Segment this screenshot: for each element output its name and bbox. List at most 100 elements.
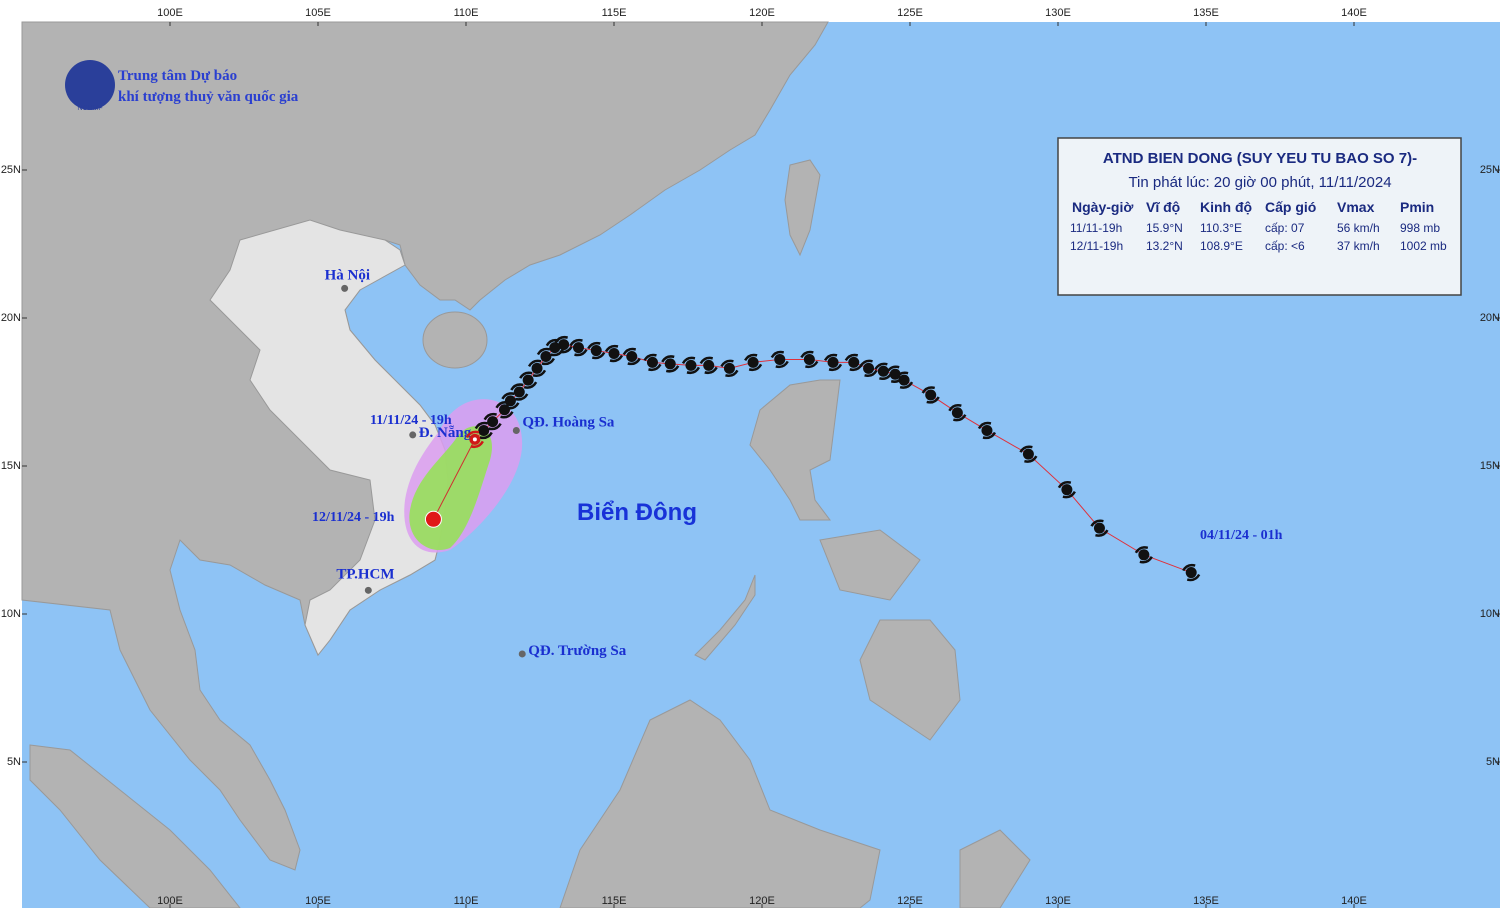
storm-core — [827, 356, 839, 368]
storm-core — [703, 359, 715, 371]
storm-marker — [465, 430, 484, 449]
storm-marker — [681, 356, 701, 375]
storm-arm — [536, 347, 556, 366]
storm-marker — [483, 412, 502, 431]
lon-label: 120E — [749, 895, 775, 907]
storm-arm — [495, 401, 514, 419]
info-table: Ngày-giờ Vĩ độ Kinh độ Cấp gió Vmax Pmin 11/11… — [1070, 199, 1447, 253]
storm-marker — [874, 362, 893, 380]
storm-marker — [519, 371, 538, 389]
vietnam — [209, 219, 449, 656]
storm-arm — [519, 371, 538, 389]
storm-arm — [622, 347, 641, 366]
sulawesi — [959, 829, 1031, 908]
storm-marker — [510, 383, 529, 401]
axes: 100E 100E 105E 105E 110E 110E 115E 115E 120E 120E… — [1, 7, 1500, 908]
storm-core — [1093, 522, 1105, 534]
lon-label: 115E — [602, 895, 627, 907]
lon-label: 120E — [749, 7, 775, 19]
storm-arm — [1134, 546, 1153, 564]
storm-marker — [744, 353, 763, 372]
column-header: Vĩ độ — [1146, 199, 1180, 215]
storm-arm — [1019, 445, 1038, 463]
lon-label: 125E — [897, 7, 923, 19]
storm-marker — [886, 365, 905, 383]
storm-arm — [874, 362, 893, 380]
storm-core — [608, 348, 620, 360]
place-name: QĐ. Trường Sa — [528, 643, 627, 659]
storm-marker — [844, 353, 863, 372]
storm-arm — [744, 353, 763, 372]
storm-core — [626, 350, 638, 362]
table-cell: 15.9°N — [1146, 221, 1183, 235]
column-header: Cấp gió — [1265, 199, 1316, 215]
storm-arm — [545, 338, 564, 357]
table-cell: 1002 mb — [1400, 239, 1447, 253]
storm-core — [925, 389, 937, 401]
storm-core — [863, 362, 875, 374]
storm-core — [1061, 484, 1073, 496]
storm-marker — [921, 386, 940, 404]
storm-arm — [823, 353, 843, 372]
lon-label: 110E — [454, 7, 479, 19]
logo-text: NCHMF — [77, 105, 102, 112]
start-time: 04/11/24 - 01h — [1200, 528, 1283, 543]
storm-marker — [720, 359, 739, 378]
table-cell: 13.2°N — [1146, 239, 1183, 253]
place-dot — [518, 650, 526, 658]
storm-core — [590, 345, 602, 357]
storm-core — [747, 356, 759, 368]
borneo — [559, 699, 881, 908]
forecast-time: 12/11/24 - 19h — [312, 510, 395, 525]
storm-core — [478, 424, 490, 436]
storm-arm — [681, 356, 701, 375]
lat-label: 15N — [1, 460, 21, 472]
storm-arm — [527, 359, 547, 378]
column-header: Pmin — [1400, 199, 1434, 215]
storm-core — [498, 404, 510, 416]
storm-core — [558, 339, 570, 351]
storm-arm — [977, 421, 997, 440]
storm-arm — [1182, 563, 1201, 582]
storm-core — [1022, 448, 1034, 460]
place-name: Hà Nội — [325, 267, 370, 283]
storm-marker — [604, 344, 624, 363]
low-marker — [424, 510, 442, 528]
storm-marker — [1090, 519, 1109, 537]
overlay: NCHMF Trung tâm Dự báo khí tượng thuỷ vă… — [65, 60, 1283, 659]
lon-label: 130E — [1045, 7, 1071, 19]
lat-label: 5N — [7, 756, 21, 768]
storm-marker — [527, 359, 547, 378]
storm-arm — [948, 404, 967, 422]
storm-core — [889, 368, 901, 380]
storm-core — [540, 350, 552, 362]
info-panel — [1057, 137, 1462, 296]
storm-arm — [921, 386, 940, 404]
lon-label: 100E — [157, 895, 183, 907]
table-cell: 11/11-19h — [1070, 221, 1122, 235]
storm-marker — [622, 347, 641, 366]
lon-label: 135E — [1193, 895, 1219, 907]
place-dot — [341, 284, 349, 292]
storm-core — [487, 416, 499, 428]
palawan — [694, 574, 756, 661]
lat-label: 20N — [1, 312, 21, 324]
visayas — [819, 529, 921, 601]
info-issued: Tin phát lúc: 20 giờ 00 phút, 11/11/2024 — [1128, 174, 1391, 191]
lat-label: 5N — [1486, 756, 1500, 768]
logo — [65, 60, 115, 110]
storm-arm — [1057, 480, 1076, 499]
luzon — [749, 379, 841, 521]
storm-core — [803, 353, 815, 365]
storm-marker — [948, 404, 967, 422]
storm-marker — [536, 347, 556, 366]
storm-arm — [770, 350, 789, 369]
lat-label: 15N — [1480, 460, 1500, 472]
storm-marker — [800, 350, 819, 369]
column-header: Kinh độ — [1200, 199, 1252, 215]
storm-core — [549, 342, 561, 354]
storm-arm — [474, 421, 493, 440]
storm-core — [951, 407, 963, 419]
forecast-line — [432, 439, 476, 520]
storm-marker — [661, 355, 680, 373]
